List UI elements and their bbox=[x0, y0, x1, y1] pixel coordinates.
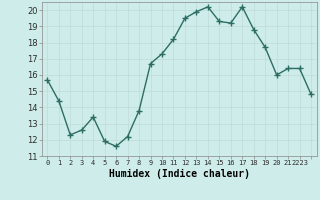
X-axis label: Humidex (Indice chaleur): Humidex (Indice chaleur) bbox=[109, 169, 250, 179]
